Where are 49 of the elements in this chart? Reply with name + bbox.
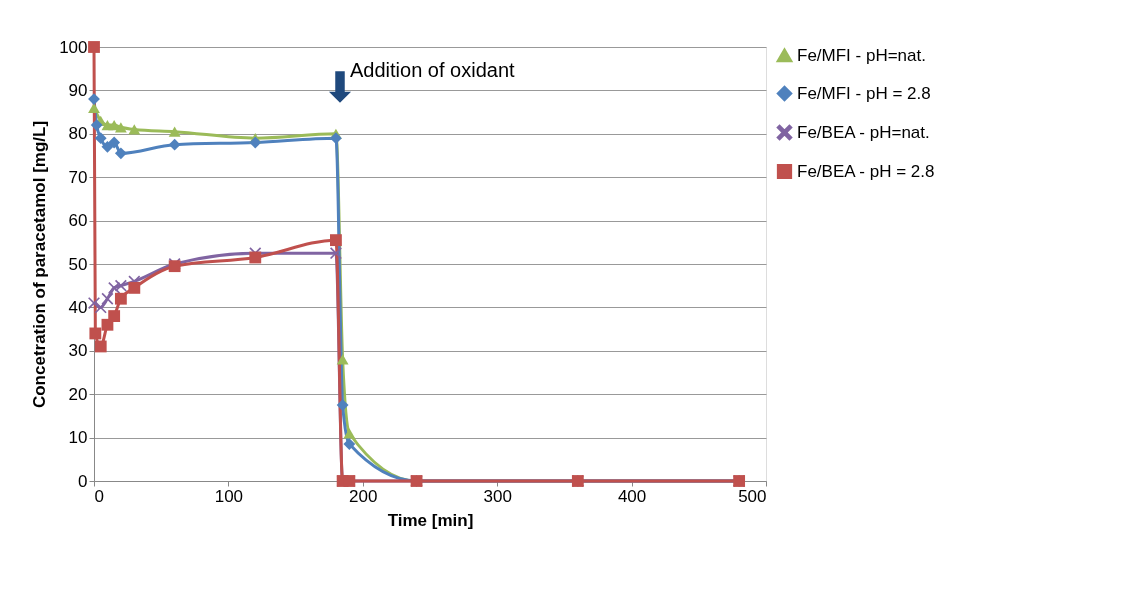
point — [249, 251, 262, 264]
point — [114, 292, 127, 305]
point — [89, 327, 102, 340]
x-tick-label: 300 — [483, 486, 512, 506]
x-tick-label: 0 — [94, 486, 104, 506]
legend-label: Fe/MFI - pH=nat. — [797, 45, 926, 65]
y-tick-label: 80 — [68, 124, 88, 144]
legend-label: Fe/BEA - pH = 2.8 — [797, 161, 935, 181]
annotation: Addition of oxidant — [350, 59, 515, 81]
point — [330, 234, 342, 247]
point — [90, 119, 103, 132]
x-tick-label: 400 — [617, 486, 647, 506]
y-tick-label: 40 — [68, 297, 88, 317]
point — [94, 340, 107, 353]
point — [108, 136, 121, 149]
x-axis-title: Time [min] — [387, 510, 474, 530]
point — [101, 292, 114, 305]
point — [88, 297, 100, 309]
point — [88, 41, 100, 53]
point — [114, 122, 127, 133]
point — [336, 399, 349, 411]
legend-label: Fe/MFI - pH = 2.8 — [797, 83, 931, 103]
y-tick-label: 60 — [68, 211, 88, 231]
y-axis-title: Concetration of paracetamol [mg/L] — [30, 120, 50, 409]
y-tick-label: 10 — [68, 428, 88, 448]
point — [128, 124, 141, 135]
point — [128, 281, 141, 294]
point — [330, 247, 342, 260]
y-tick-label: 50 — [68, 254, 88, 274]
point — [336, 354, 349, 365]
point — [94, 132, 107, 145]
x-tick-label: 500 — [738, 486, 767, 506]
point — [94, 301, 107, 314]
legend-label: Fe/BEA - pH=nat. — [797, 122, 930, 142]
y-tick-label: 70 — [68, 167, 88, 187]
point — [249, 136, 262, 149]
point — [101, 140, 114, 153]
point — [114, 147, 127, 160]
point — [168, 126, 181, 137]
x-tick-label: 100 — [214, 486, 244, 506]
point — [343, 438, 356, 451]
y-tick-label: 100 — [59, 37, 88, 57]
y-tick-label: 90 — [68, 80, 88, 100]
y-tick-label: 30 — [68, 341, 88, 361]
point — [108, 310, 121, 322]
y-tick-label: 0 — [78, 471, 88, 491]
x-tick-label: 200 — [349, 486, 378, 506]
point — [343, 428, 356, 439]
y-tick-label: 20 — [68, 384, 88, 404]
